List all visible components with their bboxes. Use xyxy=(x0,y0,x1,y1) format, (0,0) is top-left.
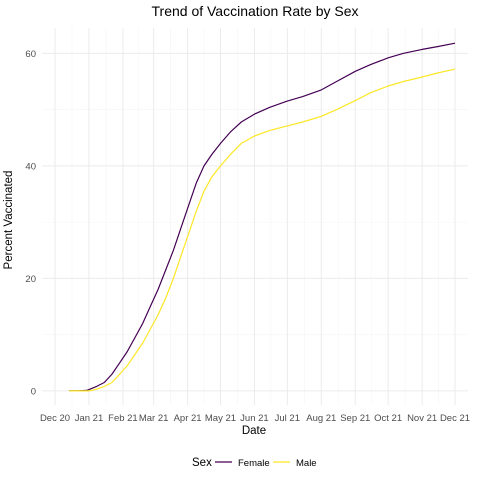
major-gridlines xyxy=(42,28,468,405)
x-axis-tick-labels: Dec 20 Jan 21 Feb 21 Mar 21 Apr 21 May 21 Jun … xyxy=(40,413,470,424)
x-tick-label: Mar 21 xyxy=(139,413,169,424)
x-tick-label: Dec 21 xyxy=(440,413,470,424)
x-tick-label: Jun 21 xyxy=(240,413,269,424)
x-tick-label: Dec 20 xyxy=(40,413,70,424)
legend: Sex Female Male xyxy=(192,457,317,469)
x-tick-label: Aug 21 xyxy=(306,413,336,424)
chart-title: Trend of Vaccination Rate by Sex xyxy=(152,3,359,19)
x-tick-label: Jan 21 xyxy=(75,413,104,424)
x-tick-label: Sep 21 xyxy=(340,413,370,424)
x-tick-label: Apr 21 xyxy=(174,413,202,424)
y-axis-title: Percent Vaccinated xyxy=(3,171,15,270)
legend-label-male: Male xyxy=(296,458,317,469)
x-tick-label: Nov 21 xyxy=(407,413,437,424)
x-tick-label: Oct 21 xyxy=(374,413,402,424)
y-tick-label: 40 xyxy=(25,161,36,172)
x-tick-label: Jul 21 xyxy=(275,413,300,424)
x-tick-label: May 21 xyxy=(205,413,236,424)
series-lines xyxy=(69,42,456,392)
x-axis-title: Date xyxy=(242,425,266,437)
y-tick-label: 0 xyxy=(31,386,36,397)
x-tick-label: Feb 21 xyxy=(108,413,138,424)
series-line-male xyxy=(69,68,456,392)
legend-label-female: Female xyxy=(238,458,270,469)
y-tick-label: 60 xyxy=(25,49,36,60)
series-line-female xyxy=(69,42,456,392)
legend-title: Sex xyxy=(192,457,212,469)
minor-gridlines xyxy=(42,28,468,405)
y-axis-tick-labels: 0 20 40 60 xyxy=(25,49,36,398)
y-tick-label: 20 xyxy=(25,274,36,285)
